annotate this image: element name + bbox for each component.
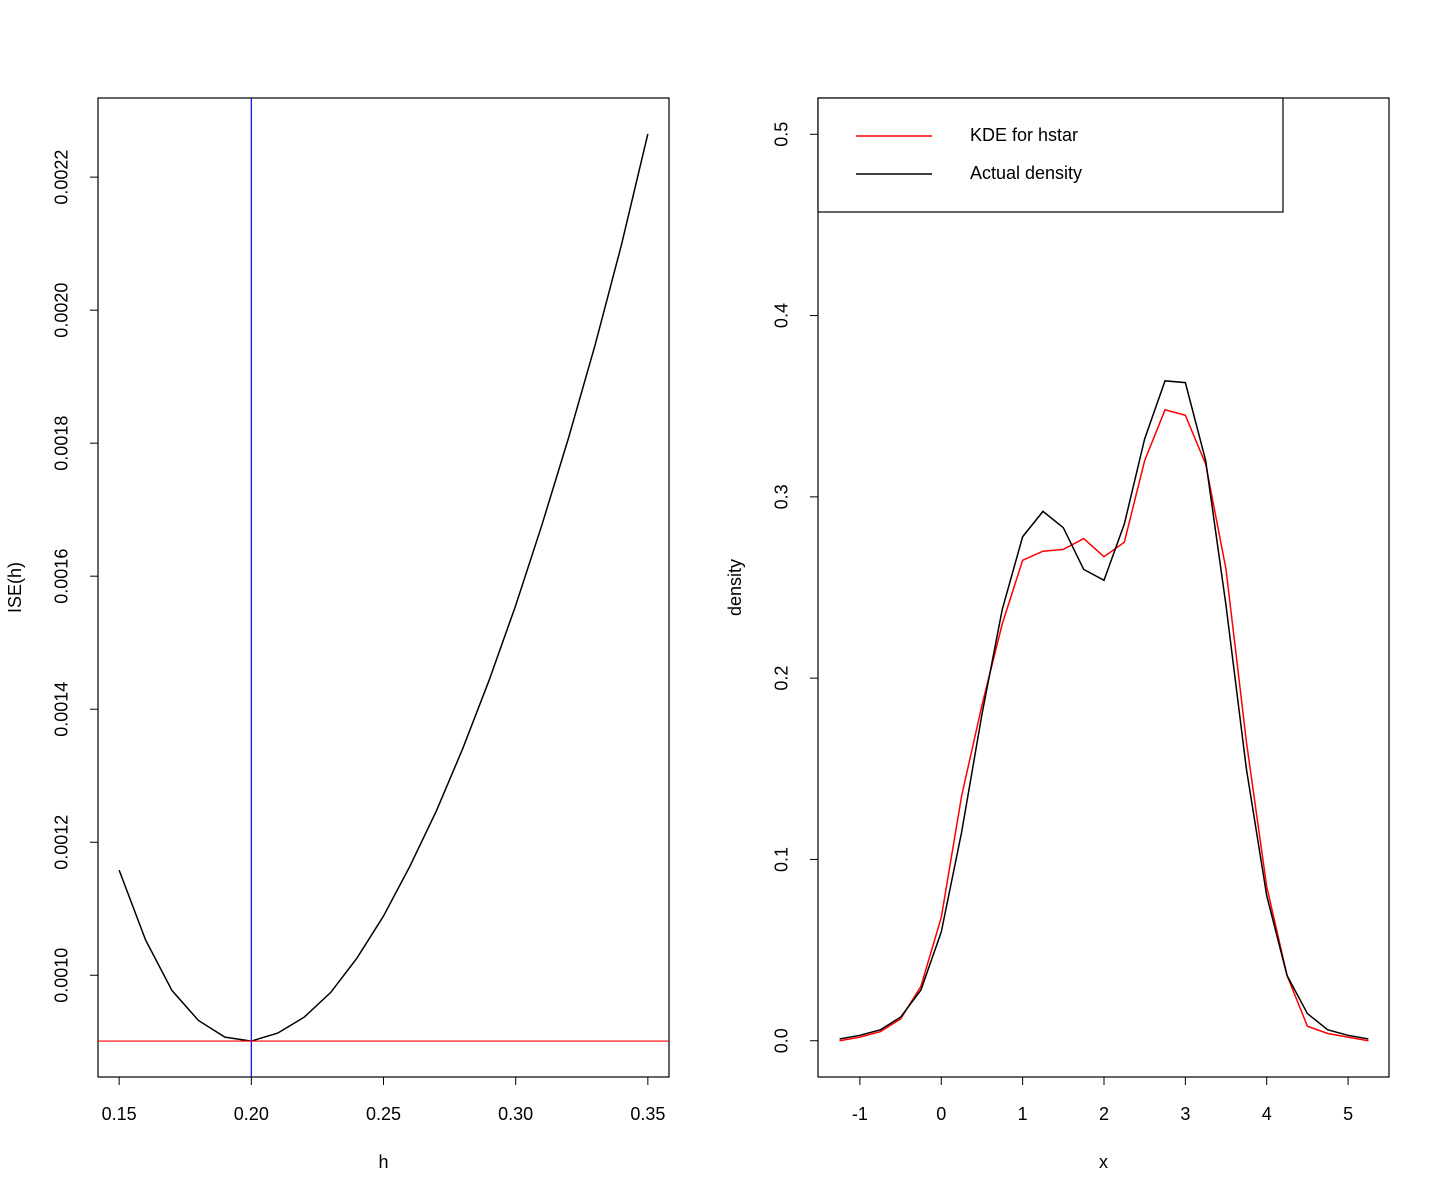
y-tick-label: 0.0010 bbox=[52, 948, 72, 1003]
data-line bbox=[839, 408, 1369, 1042]
x-tick-label: 0.20 bbox=[234, 1104, 269, 1124]
x-tick-label: 3 bbox=[1180, 1104, 1190, 1124]
data-line bbox=[839, 380, 1369, 1040]
y-tick-label: 0.0018 bbox=[52, 416, 72, 471]
y-tick-label: 0.5 bbox=[772, 122, 792, 147]
plot-box bbox=[817, 97, 1390, 1078]
y-axis-title: ISE(h) bbox=[5, 562, 25, 613]
y-tick-label: 0.0020 bbox=[52, 283, 72, 338]
x-tick-label: 4 bbox=[1262, 1104, 1272, 1124]
y-axis-title: density bbox=[725, 559, 745, 616]
x-tick-label: 0.35 bbox=[630, 1104, 665, 1124]
x-tick-label: 2 bbox=[1099, 1104, 1109, 1124]
y-tick-label: 0.2 bbox=[772, 666, 792, 691]
x-tick-label: 0.30 bbox=[498, 1104, 533, 1124]
x-axis-title: h bbox=[378, 1152, 388, 1172]
x-tick-label: 5 bbox=[1343, 1104, 1353, 1124]
y-tick-label: 0.0012 bbox=[52, 815, 72, 870]
y-tick-label: 0.0022 bbox=[52, 150, 72, 205]
y-tick-label: 0.0 bbox=[772, 1028, 792, 1053]
x-axis-title: x bbox=[1099, 1152, 1108, 1172]
y-tick-label: 0.3 bbox=[772, 484, 792, 509]
x-tick-label: -1 bbox=[852, 1104, 868, 1124]
y-tick-label: 0.1 bbox=[772, 847, 792, 872]
y-tick-label: 0.0016 bbox=[52, 549, 72, 604]
legend-box bbox=[817, 97, 1284, 213]
y-tick-label: 0.4 bbox=[772, 303, 792, 328]
x-tick-label: 0.25 bbox=[366, 1104, 401, 1124]
x-tick-label: 0 bbox=[936, 1104, 946, 1124]
legend-label: Actual density bbox=[970, 163, 1082, 183]
plot-box bbox=[97, 97, 670, 1078]
x-tick-label: 1 bbox=[1018, 1104, 1028, 1124]
y-tick-label: 0.0014 bbox=[52, 682, 72, 737]
data-line bbox=[118, 133, 649, 1042]
legend-label: KDE for hstar bbox=[970, 125, 1078, 145]
x-tick-label: 0.15 bbox=[102, 1104, 137, 1124]
